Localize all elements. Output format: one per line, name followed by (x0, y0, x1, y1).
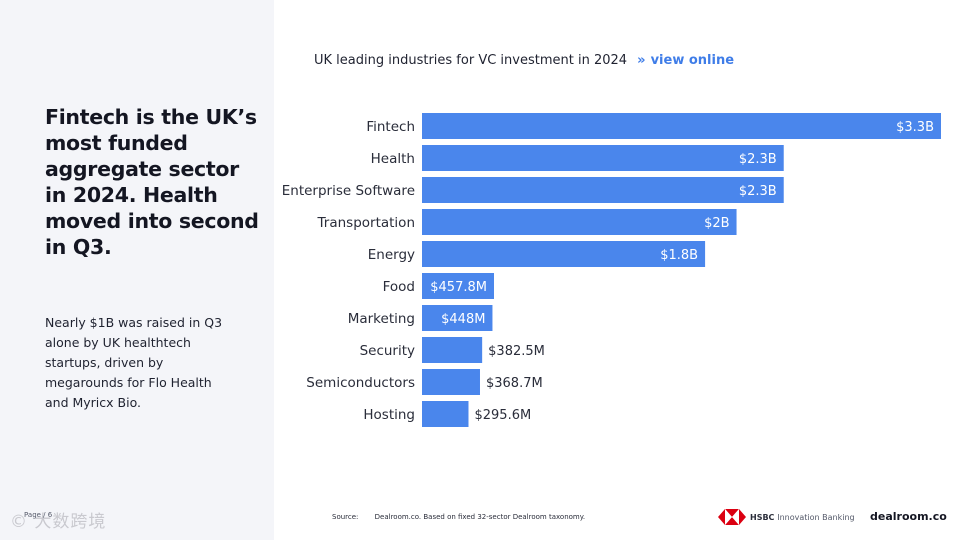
hsbc-logo: HSBC Innovation Banking (718, 508, 855, 526)
bar (422, 401, 469, 427)
bar (422, 241, 706, 267)
bar (422, 113, 941, 139)
value-label: $382.5M (488, 344, 545, 359)
headline: Fintech is the UK’s most funded aggregat… (45, 105, 259, 259)
hsbc-brand: HSBC (750, 512, 775, 522)
bar (422, 369, 480, 395)
chevron-right-icon: » (637, 53, 646, 68)
value-label: $2.3B (739, 152, 777, 167)
bar (422, 305, 493, 331)
value-label: $457.8M (430, 280, 487, 295)
category-label: Food (383, 279, 415, 295)
bar (422, 273, 494, 299)
hsbc-sub: Innovation Banking (777, 512, 855, 522)
source-label: Source: (332, 513, 359, 521)
source-text: Dealroom.co. Based on fixed 32-sector De… (374, 513, 586, 521)
value-label: $448M (441, 312, 485, 327)
view-online-label: view online (650, 53, 735, 68)
category-label: Marketing (348, 311, 415, 327)
left-panel (0, 0, 274, 540)
bar (422, 209, 737, 235)
category-label: Health (371, 151, 415, 167)
category-label: Hosting (363, 407, 415, 423)
bar-chart: Fintech $3.3B Health $2.3B Enterprise Softwa… (282, 113, 941, 427)
hsbc-brand-text: HSBC Innovation Banking (750, 513, 855, 522)
dealroom-logo: dealroom.co (870, 510, 947, 523)
value-label: $3.3B (896, 120, 934, 135)
category-label: Enterprise Software (282, 183, 415, 199)
bar (422, 337, 483, 363)
value-label: $368.7M (486, 376, 543, 391)
category-label: Fintech (366, 119, 415, 135)
value-label: $295.6M (474, 408, 531, 423)
body-text: Nearly $1B was raised in Q3 alone by UK … (45, 315, 223, 410)
value-label: $2.3B (739, 184, 777, 199)
category-label: Energy (368, 247, 415, 263)
category-label: Security (360, 343, 415, 359)
watermark: © 大数跨境 (10, 512, 107, 532)
source-note: Source: Dealroom.co. Based on fixed 32-s… (332, 513, 585, 521)
category-label: Semiconductors (306, 375, 415, 391)
value-label: $1.8B (660, 248, 698, 263)
bar (422, 177, 784, 203)
hsbc-hexagon-icon (718, 509, 746, 525)
value-label: $2B (704, 216, 729, 231)
chart-title: UK leading industries for VC investment … (314, 53, 628, 68)
page-label: Page / 6 (24, 511, 53, 519)
view-online-link[interactable]: » view online (637, 53, 734, 68)
category-label: Transportation (317, 215, 415, 231)
chart-title-row: UK leading industries for VC investment … (314, 53, 734, 68)
bar (422, 145, 784, 171)
